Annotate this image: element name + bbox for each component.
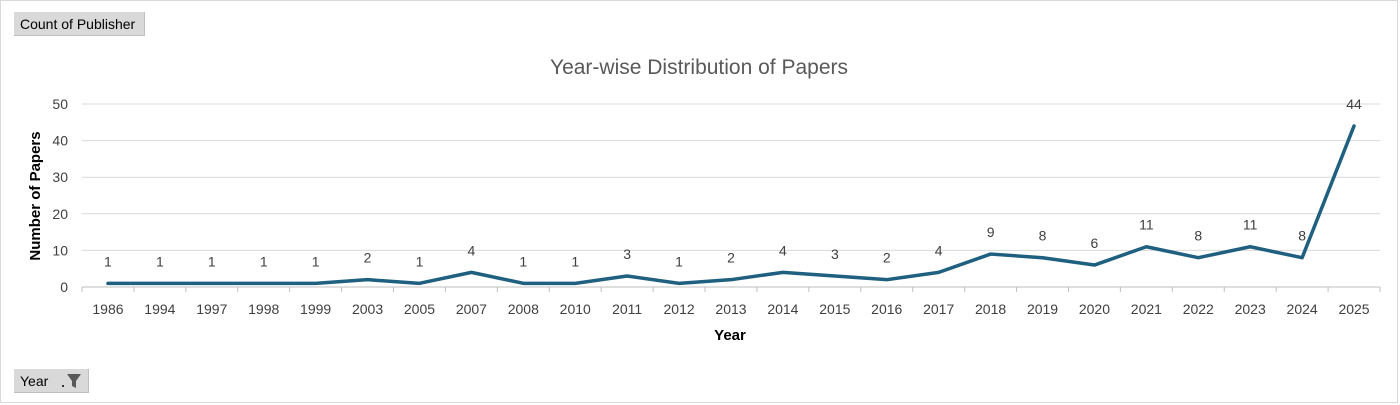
x-tick-label: 2007 (456, 301, 487, 317)
data-label: 1 (312, 253, 320, 269)
data-point (367, 279, 369, 281)
y-axis-ticks: 0 10 20 30 40 50 (52, 96, 68, 295)
x-tick-label: 2015 (819, 301, 850, 317)
data-point (522, 282, 524, 284)
data-point (1093, 264, 1095, 266)
y-tick-label: 30 (52, 169, 68, 185)
data-point (834, 275, 836, 277)
x-tick-label: 2016 (871, 301, 902, 317)
data-point (418, 282, 420, 284)
x-tick-label: 2018 (975, 301, 1006, 317)
x-tick-label: 2020 (1079, 301, 1110, 317)
data-point (107, 282, 109, 284)
axis-field-button[interactable]: Year (14, 369, 89, 393)
data-point (1197, 257, 1199, 259)
x-tick-label: 2013 (715, 301, 746, 317)
data-label: 4 (468, 242, 476, 258)
x-tick-label: 2005 (404, 301, 435, 317)
funnel-filter-icon[interactable] (60, 373, 82, 389)
data-label: 1 (208, 253, 216, 269)
data-point (938, 271, 940, 273)
data-label: 3 (623, 246, 631, 262)
data-point (678, 282, 680, 284)
data-point (1249, 246, 1251, 248)
data-point (730, 279, 732, 281)
x-tick-label: 2003 (352, 301, 383, 317)
x-tick-label: 2023 (1235, 301, 1266, 317)
data-point (574, 282, 576, 284)
data-label: 1 (260, 253, 268, 269)
x-tick-label: 2022 (1183, 301, 1214, 317)
data-label: 1 (519, 253, 527, 269)
x-tick-label: 2019 (1027, 301, 1058, 317)
data-label: 8 (1298, 228, 1306, 244)
x-tick-label: 1999 (300, 301, 331, 317)
data-point (990, 253, 992, 255)
data-point (1145, 246, 1147, 248)
axis-field-label: Year (20, 373, 49, 389)
y-tick-label: 0 (60, 279, 68, 295)
data-label: 8 (1194, 228, 1202, 244)
x-tick-label: 1998 (248, 301, 279, 317)
data-label: 8 (1039, 228, 1047, 244)
data-label: 3 (831, 246, 839, 262)
y-axis-title: Number of Papers (27, 131, 44, 260)
x-tick-label: 2024 (1287, 301, 1318, 317)
data-point (211, 282, 213, 284)
data-point (315, 282, 317, 284)
y-tick-label: 20 (52, 206, 68, 222)
x-tick-label: 2008 (508, 301, 539, 317)
x-tick-label: 2021 (1131, 301, 1162, 317)
data-point (263, 282, 265, 284)
data-label: 4 (935, 242, 943, 258)
data-label: 44 (1346, 96, 1362, 112)
x-axis-title: Year (714, 327, 746, 344)
x-axis-ticks: 1986 1994 1997 1998 1999 2003 2005 2007 2008 2010… (81, 287, 1381, 317)
y-tick-label: 10 (52, 242, 68, 258)
data-label: 9 (987, 224, 995, 240)
y-tick-label: 50 (52, 96, 68, 112)
x-tick-label: 2017 (923, 301, 954, 317)
x-tick-label: 2014 (767, 301, 798, 317)
x-tick-label: 2011 (612, 301, 642, 317)
data-point (159, 282, 161, 284)
data-point (886, 279, 888, 281)
data-label: 1 (104, 253, 112, 269)
chart-title: Year-wise Distribution of Papers (550, 56, 848, 79)
data-label: 2 (883, 250, 891, 266)
x-tick-label: 1986 (92, 301, 123, 317)
data-label: 2 (727, 250, 735, 266)
data-point (1353, 125, 1355, 127)
data-label: 1 (675, 253, 683, 269)
data-label: 11 (1139, 217, 1154, 233)
data-point (470, 271, 472, 273)
data-point (782, 271, 784, 273)
data-point (1042, 257, 1044, 259)
data-label: 6 (1091, 235, 1099, 251)
x-tick-label: 2012 (664, 301, 695, 317)
x-tick-label: 2010 (560, 301, 591, 317)
data-label: 1 (571, 253, 579, 269)
data-point (1301, 257, 1303, 259)
data-label: 11 (1243, 217, 1258, 233)
x-tick-label: 1994 (144, 301, 175, 317)
data-label: 1 (156, 253, 164, 269)
x-tick-label: 2025 (1338, 301, 1369, 317)
value-field-label: Count of Publisher (20, 16, 136, 32)
x-tick-label: 1997 (196, 301, 227, 317)
data-label: 4 (779, 242, 787, 258)
data-label: 2 (364, 250, 372, 266)
data-label: 1 (416, 253, 424, 269)
y-tick-label: 40 (52, 133, 68, 149)
data-point (626, 275, 628, 277)
value-field-button[interactable]: Count of Publisher (14, 12, 145, 36)
